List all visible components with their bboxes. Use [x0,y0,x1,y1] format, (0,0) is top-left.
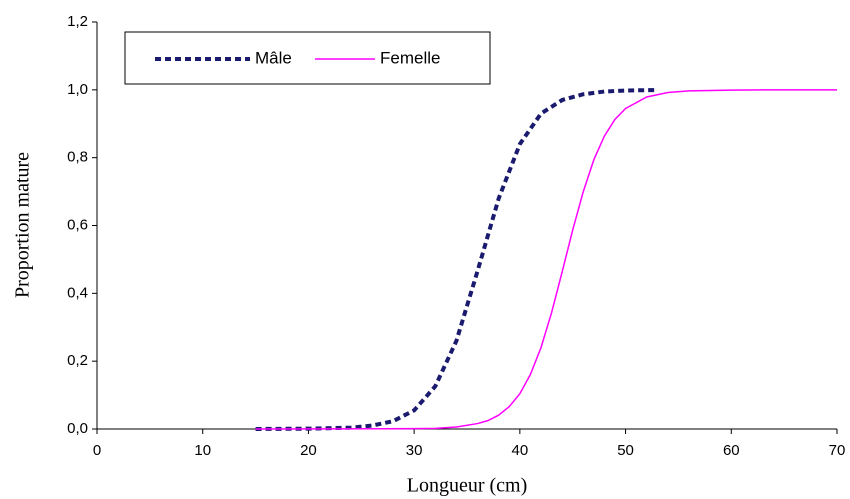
x-axis-label: Longueur (cm) [407,475,528,497]
x-tick-label: 70 [829,442,846,459]
legend-label: Femelle [380,48,440,67]
y-axis-label: Proportion mature [12,152,34,298]
x-tick-label: 10 [194,442,211,459]
y-tick-label: 0,8 [67,149,88,166]
x-tick-label: 30 [406,442,423,459]
y-tick-label: 0,6 [67,216,88,233]
legend-label: Mâle [255,48,292,67]
x-tick-label: 60 [723,442,740,459]
x-tick-label: 0 [93,442,101,459]
y-tick-label: 1,0 [67,81,88,98]
y-tick-label: 1,2 [67,13,88,30]
series-line [255,88,658,431]
x-tick-label: 40 [512,442,529,459]
y-tick-label: 0,2 [67,352,88,369]
x-tick-label: 20 [300,442,317,459]
y-tick-label: 0,0 [67,420,88,437]
series-line [255,89,837,430]
x-tick-label: 50 [617,442,634,459]
y-tick-label: 0,4 [67,284,88,301]
